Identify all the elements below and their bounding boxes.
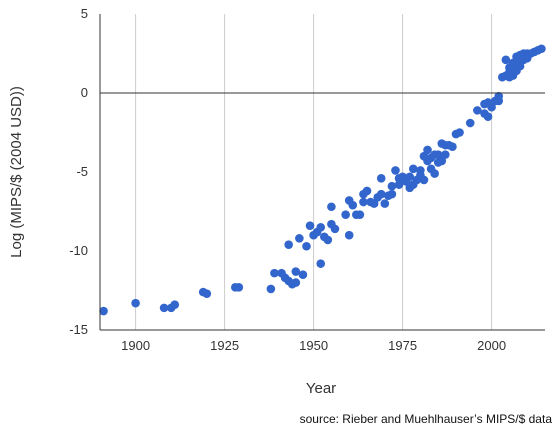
data-points (99, 44, 546, 316)
data-point (316, 223, 326, 232)
data-point (369, 199, 379, 208)
y-axis-label: Log (MIPS/$ (2004 USD)) (8, 86, 25, 258)
data-point (291, 278, 301, 287)
data-point (330, 224, 340, 234)
data-point (387, 189, 397, 199)
data-point (448, 142, 457, 152)
data-point (537, 44, 546, 54)
data-point (487, 102, 496, 112)
x-tick-label: 2000 (477, 338, 506, 353)
y-tick-label: 0 (81, 85, 88, 100)
data-point (441, 150, 450, 159)
x-tick-label: 1975 (388, 338, 417, 353)
data-point (348, 200, 358, 210)
data-point (266, 284, 276, 294)
data-point (323, 235, 333, 245)
data-point (394, 180, 404, 189)
x-tick-label: 1925 (210, 338, 239, 353)
data-point (362, 186, 372, 196)
x-tick-label: 1950 (299, 338, 328, 353)
y-tick-label: -5 (76, 164, 88, 179)
data-point (344, 230, 354, 240)
y-tick-label: -10 (69, 243, 88, 258)
data-point (341, 210, 350, 219)
data-point (302, 241, 311, 251)
data-point (494, 96, 504, 106)
y-tick-label: 5 (81, 6, 88, 21)
data-point (416, 166, 425, 175)
data-point (270, 268, 279, 278)
data-point (99, 306, 108, 316)
data-point (473, 106, 482, 115)
data-point (359, 197, 368, 207)
data-point (501, 55, 511, 65)
data-point (376, 189, 386, 199)
data-point (355, 210, 365, 219)
data-point (202, 289, 212, 298)
tick-labels: 5 0 -5 -10 -15 1900 1925 1950 1975 2000 (69, 6, 506, 353)
data-point (327, 202, 336, 212)
data-point (423, 145, 432, 155)
data-point (387, 181, 397, 191)
data-point (465, 118, 475, 128)
data-point (419, 175, 429, 185)
data-point (483, 112, 493, 121)
data-point (284, 240, 293, 249)
axes (99, 14, 545, 331)
data-point (376, 174, 386, 183)
data-point (405, 172, 415, 182)
data-point (234, 283, 244, 292)
data-point (408, 164, 418, 174)
vertical-gridlines (135, 14, 493, 330)
y-tick-label: -15 (69, 322, 88, 337)
x-axis-label: Year (306, 380, 336, 397)
data-point (455, 128, 464, 137)
data-point (380, 199, 390, 208)
data-point (437, 156, 447, 166)
data-point (430, 169, 439, 178)
data-point (316, 259, 326, 268)
data-point (391, 166, 400, 175)
data-point (131, 298, 140, 308)
data-point (295, 234, 304, 243)
source-caption: source: Rieber and Muehlhauser’s MIPS/$ … (299, 412, 552, 426)
data-point (159, 303, 169, 313)
data-point (298, 270, 308, 280)
data-point (305, 221, 315, 231)
data-point (170, 300, 180, 310)
data-point (433, 150, 443, 159)
data-point (291, 267, 301, 276)
x-tick-label: 1900 (121, 338, 150, 353)
